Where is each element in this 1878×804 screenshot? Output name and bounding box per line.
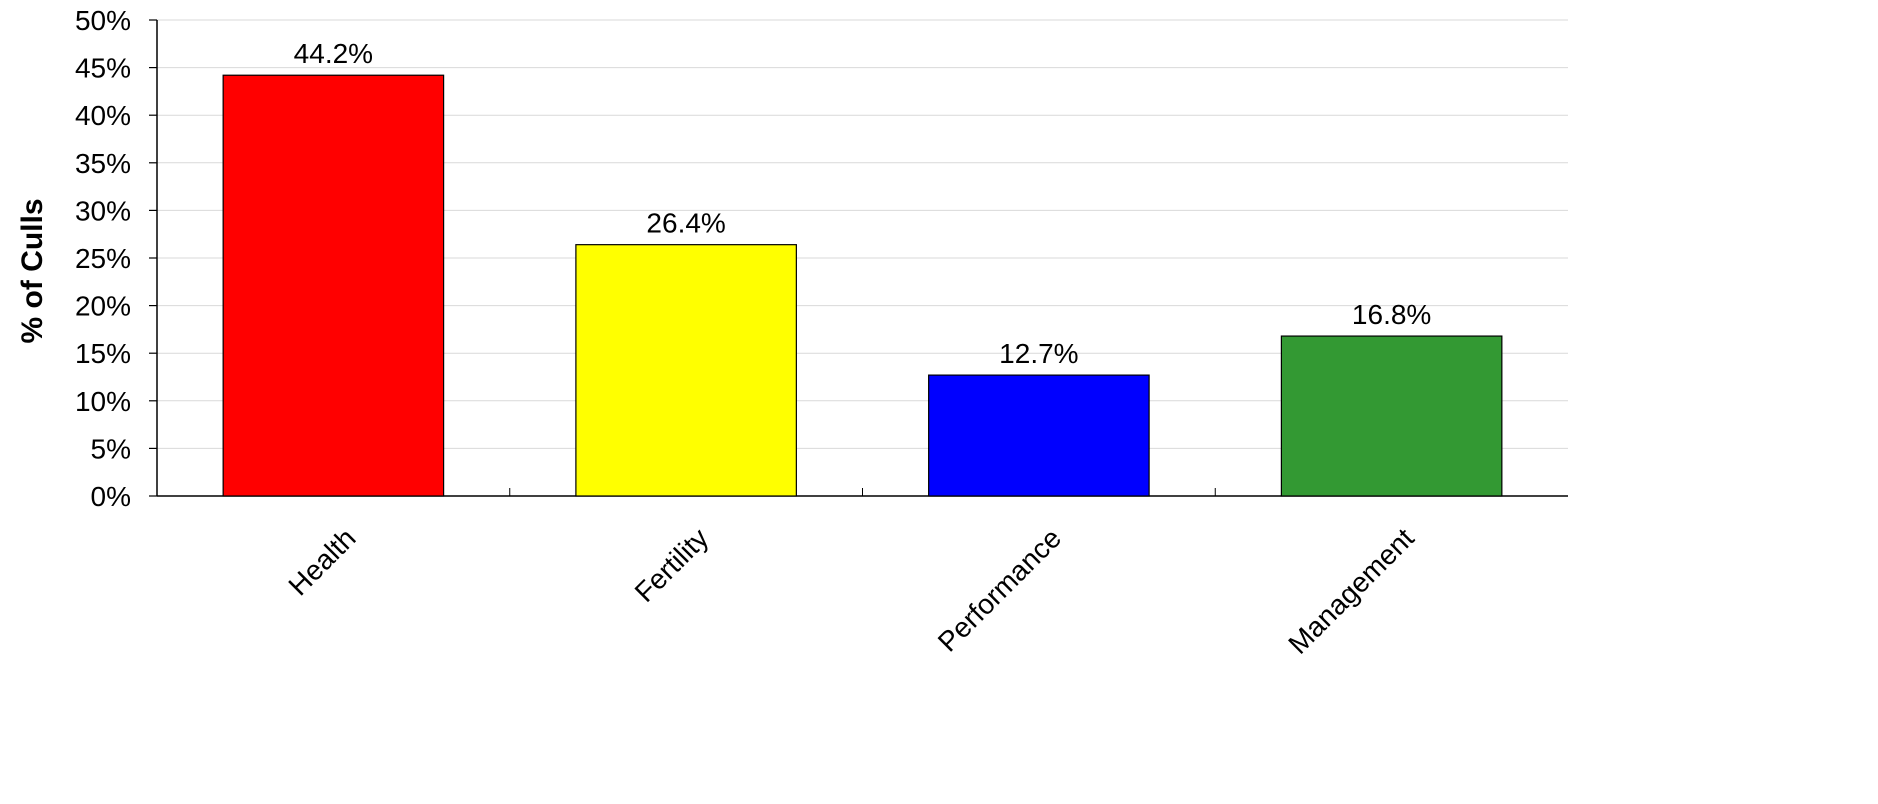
bars: [222, 74, 1503, 497]
y-tick-label: 50%: [75, 5, 131, 36]
y-tick-label: 20%: [75, 291, 131, 322]
y-tick-label: 0%: [91, 481, 131, 512]
bar-performance: [928, 374, 1150, 497]
bar-health: [222, 74, 445, 497]
y-tick-label: 35%: [75, 148, 131, 179]
x-tick-label: Performance: [932, 522, 1067, 657]
y-axis-label: % of Culls: [16, 198, 49, 343]
y-tick-label: 15%: [75, 338, 131, 369]
data-label: 26.4%: [646, 208, 725, 239]
y-tick-label: 5%: [91, 433, 131, 464]
x-tick-label: Fertility: [629, 522, 715, 608]
y-tick-label: 30%: [75, 195, 131, 226]
bar-management: [1280, 335, 1503, 497]
data-label: 16.8%: [1352, 299, 1431, 330]
x-tick-label: Health: [282, 522, 361, 601]
y-tick-label: 10%: [75, 386, 131, 417]
data-label: 12.7%: [999, 338, 1078, 369]
bar-fertility: [575, 244, 797, 497]
x-tick-label: Management: [1282, 522, 1420, 660]
data-label: 44.2%: [294, 38, 373, 69]
y-tick-label: 40%: [75, 100, 131, 131]
y-tick-label: 45%: [75, 53, 131, 84]
y-tick-label: 25%: [75, 243, 131, 274]
